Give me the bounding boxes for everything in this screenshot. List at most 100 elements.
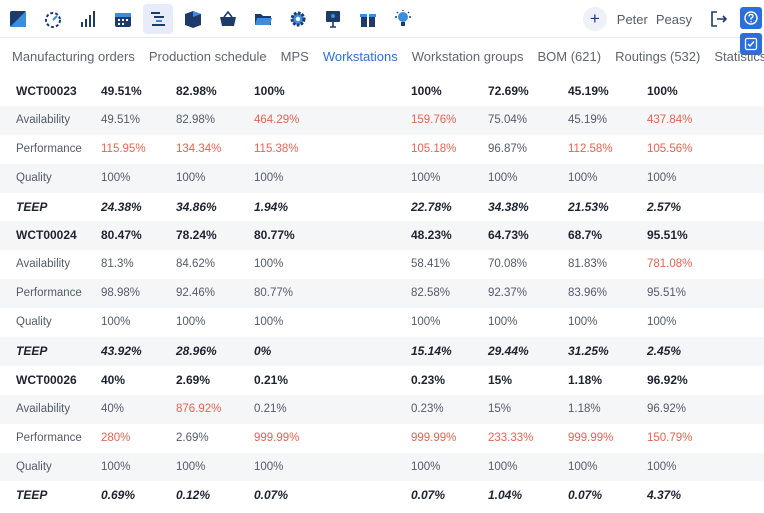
logout-icon[interactable] xyxy=(708,8,730,30)
value-cell: 98.98% xyxy=(101,287,141,300)
user-area: + Peter Peasy xyxy=(582,0,730,38)
table-row[interactable]: WCT00026 40% 2.69% 0.21% 0.23% 15% 1.18% 96.92% xyxy=(0,366,764,395)
gift-icon[interactable] xyxy=(353,4,383,34)
value-cell: 92.37% xyxy=(488,287,528,300)
table-row[interactable]: Quality 100% 100% 100% 100% 100% 100% 100% xyxy=(0,163,764,193)
tab-routings[interactable]: Routings (532) xyxy=(615,48,701,64)
tab-workstations[interactable]: Workstations xyxy=(322,48,398,64)
value-cell: 100% xyxy=(101,316,131,329)
value-cell: 100% xyxy=(411,316,441,329)
module-icon-bar xyxy=(0,0,420,38)
value-cell: 82.58% xyxy=(411,287,451,300)
value-cell: 100% xyxy=(411,171,441,184)
table-row[interactable]: WCT00023 49.51% 82.98% 100% 100% 72.69% 45.19%… xyxy=(0,77,764,106)
table-row[interactable]: Performance 98.98% 92.46% 80.77% 82.58% 92.37… xyxy=(0,279,764,309)
value-cell: 105.56% xyxy=(647,142,693,155)
gantt-icon[interactable] xyxy=(143,4,173,34)
value-cell: 112.58% xyxy=(568,142,613,155)
value-cell: 100% xyxy=(568,460,598,473)
value-cell: 0.23% xyxy=(411,372,446,387)
value-cell: 1.94% xyxy=(254,199,289,214)
value-cell: 49.51% xyxy=(101,84,142,98)
checklist-icon[interactable] xyxy=(740,33,762,55)
value-cell: 100% xyxy=(488,316,518,329)
table-row[interactable]: Availability 49.51% 82.98% 464.29% 159.76% 75… xyxy=(0,105,764,135)
value-cell: 92.46% xyxy=(176,287,216,300)
tab-mps[interactable]: MPS xyxy=(280,48,309,64)
value-cell: 81.83% xyxy=(568,258,608,271)
value-cell: 100% xyxy=(101,460,131,473)
table-row[interactable]: Performance 280% 2.69% 999.99% 999.99% 233.33… xyxy=(0,424,764,453)
metric-label: Performance xyxy=(16,287,82,300)
tab-manufacturing-orders[interactable]: Manufacturing orders xyxy=(12,48,135,64)
presentation-icon[interactable] xyxy=(318,4,348,34)
value-cell: 134.34% xyxy=(176,142,222,155)
value-cell: 464.29% xyxy=(254,113,300,126)
value-cell: 96.87% xyxy=(488,142,528,155)
value-cell: 1.04% xyxy=(488,488,523,503)
metric-label: Performance xyxy=(16,142,82,155)
table-row[interactable]: Availability 81.3% 84.62% 100% 58.41% 70.08% 8… xyxy=(0,250,764,279)
table-row[interactable]: WCT00024 80.47% 78.24% 80.77% 48.23% 64.73% 68… xyxy=(0,221,764,251)
logo-icon[interactable] xyxy=(3,4,33,34)
value-cell: 0.07% xyxy=(254,488,289,503)
value-cell: 70.08% xyxy=(488,258,528,271)
help-icon[interactable] xyxy=(740,7,762,29)
tab-bar: Manufacturing orders Production schedule… xyxy=(0,38,764,74)
folder-icon[interactable] xyxy=(248,4,278,34)
table-row[interactable]: TEEP 43.92% 28.96% 0% 15.14% 29.44% 31.25% 2.45… xyxy=(0,337,764,366)
value-cell: 72.69% xyxy=(488,84,529,98)
value-cell: 0% xyxy=(254,344,272,359)
value-cell: 0.21% xyxy=(254,402,287,415)
table-row[interactable]: Quality 100% 100% 100% 100% 100% 100% 100% xyxy=(0,308,764,337)
basket-icon[interactable] xyxy=(213,4,243,34)
calendar-icon[interactable] xyxy=(108,4,138,34)
value-cell: 100% xyxy=(647,84,678,98)
value-cell: 150.79% xyxy=(647,431,693,444)
workstation-code: WCT00026 xyxy=(16,372,77,387)
value-cell: 115.95% xyxy=(101,142,146,155)
bar-chart-icon[interactable] xyxy=(73,4,103,34)
value-cell: 4.37% xyxy=(647,488,682,503)
user-first-name[interactable]: Peter xyxy=(616,11,648,27)
workstation-code: WCT00023 xyxy=(16,84,77,98)
tab-bom[interactable]: BOM (621) xyxy=(537,48,602,64)
value-cell: 280% xyxy=(101,431,131,444)
value-cell: 96.92% xyxy=(647,372,688,387)
metric-label: Quality xyxy=(16,171,52,184)
tab-workstation-groups[interactable]: Workstation groups xyxy=(411,48,524,64)
value-cell: 100% xyxy=(647,460,677,473)
value-cell: 34.86% xyxy=(176,199,217,214)
user-last-name[interactable]: Peasy xyxy=(655,11,692,27)
value-cell: 159.76% xyxy=(411,113,457,126)
value-cell: 34.38% xyxy=(488,199,529,214)
metric-label: Performance xyxy=(16,431,82,444)
value-cell: 115.38% xyxy=(254,142,299,155)
dashboard-gauge-icon[interactable] xyxy=(38,4,68,34)
metric-label: Availability xyxy=(16,402,71,415)
table-row[interactable]: Quality 100% 100% 100% 100% 100% 100% 100% xyxy=(0,452,764,482)
value-cell: 0.69% xyxy=(101,488,136,503)
value-cell: 29.44% xyxy=(488,344,529,359)
value-cell: 2.69% xyxy=(176,431,209,444)
table-row[interactable]: Performance 115.95% 134.34% 115.38% 105.18% 9… xyxy=(0,135,764,164)
lightbulb-icon[interactable] xyxy=(388,4,418,34)
value-cell: 40% xyxy=(101,402,125,415)
metric-label: TEEP xyxy=(16,344,48,359)
table-row[interactable]: TEEP 0.69% 0.12% 0.07% 0.07% 1.04% 0.07% 4.37% xyxy=(0,481,764,510)
box-icon[interactable] xyxy=(178,4,208,34)
value-cell: 75.04% xyxy=(488,113,528,126)
value-cell: 64.73% xyxy=(488,228,529,243)
value-cell: 49.51% xyxy=(101,113,141,126)
table-row[interactable]: TEEP 24.38% 34.86% 1.94% 22.78% 34.38% 21.53% 2… xyxy=(0,193,764,222)
add-button[interactable]: + xyxy=(582,7,607,31)
value-cell: 0.12% xyxy=(176,488,211,503)
value-cell: 80.77% xyxy=(254,228,295,243)
tab-production-schedule[interactable]: Production schedule xyxy=(148,48,267,64)
value-cell: 100% xyxy=(488,460,518,473)
tab-statistics[interactable]: Statistics xyxy=(714,48,764,64)
value-cell: 15% xyxy=(488,402,512,415)
table-row[interactable]: Availability 40% 876.92% 0.21% 0.23% 15% 1.18%… xyxy=(0,394,764,424)
gear-icon[interactable] xyxy=(283,4,313,34)
value-cell: 95.51% xyxy=(647,287,687,300)
